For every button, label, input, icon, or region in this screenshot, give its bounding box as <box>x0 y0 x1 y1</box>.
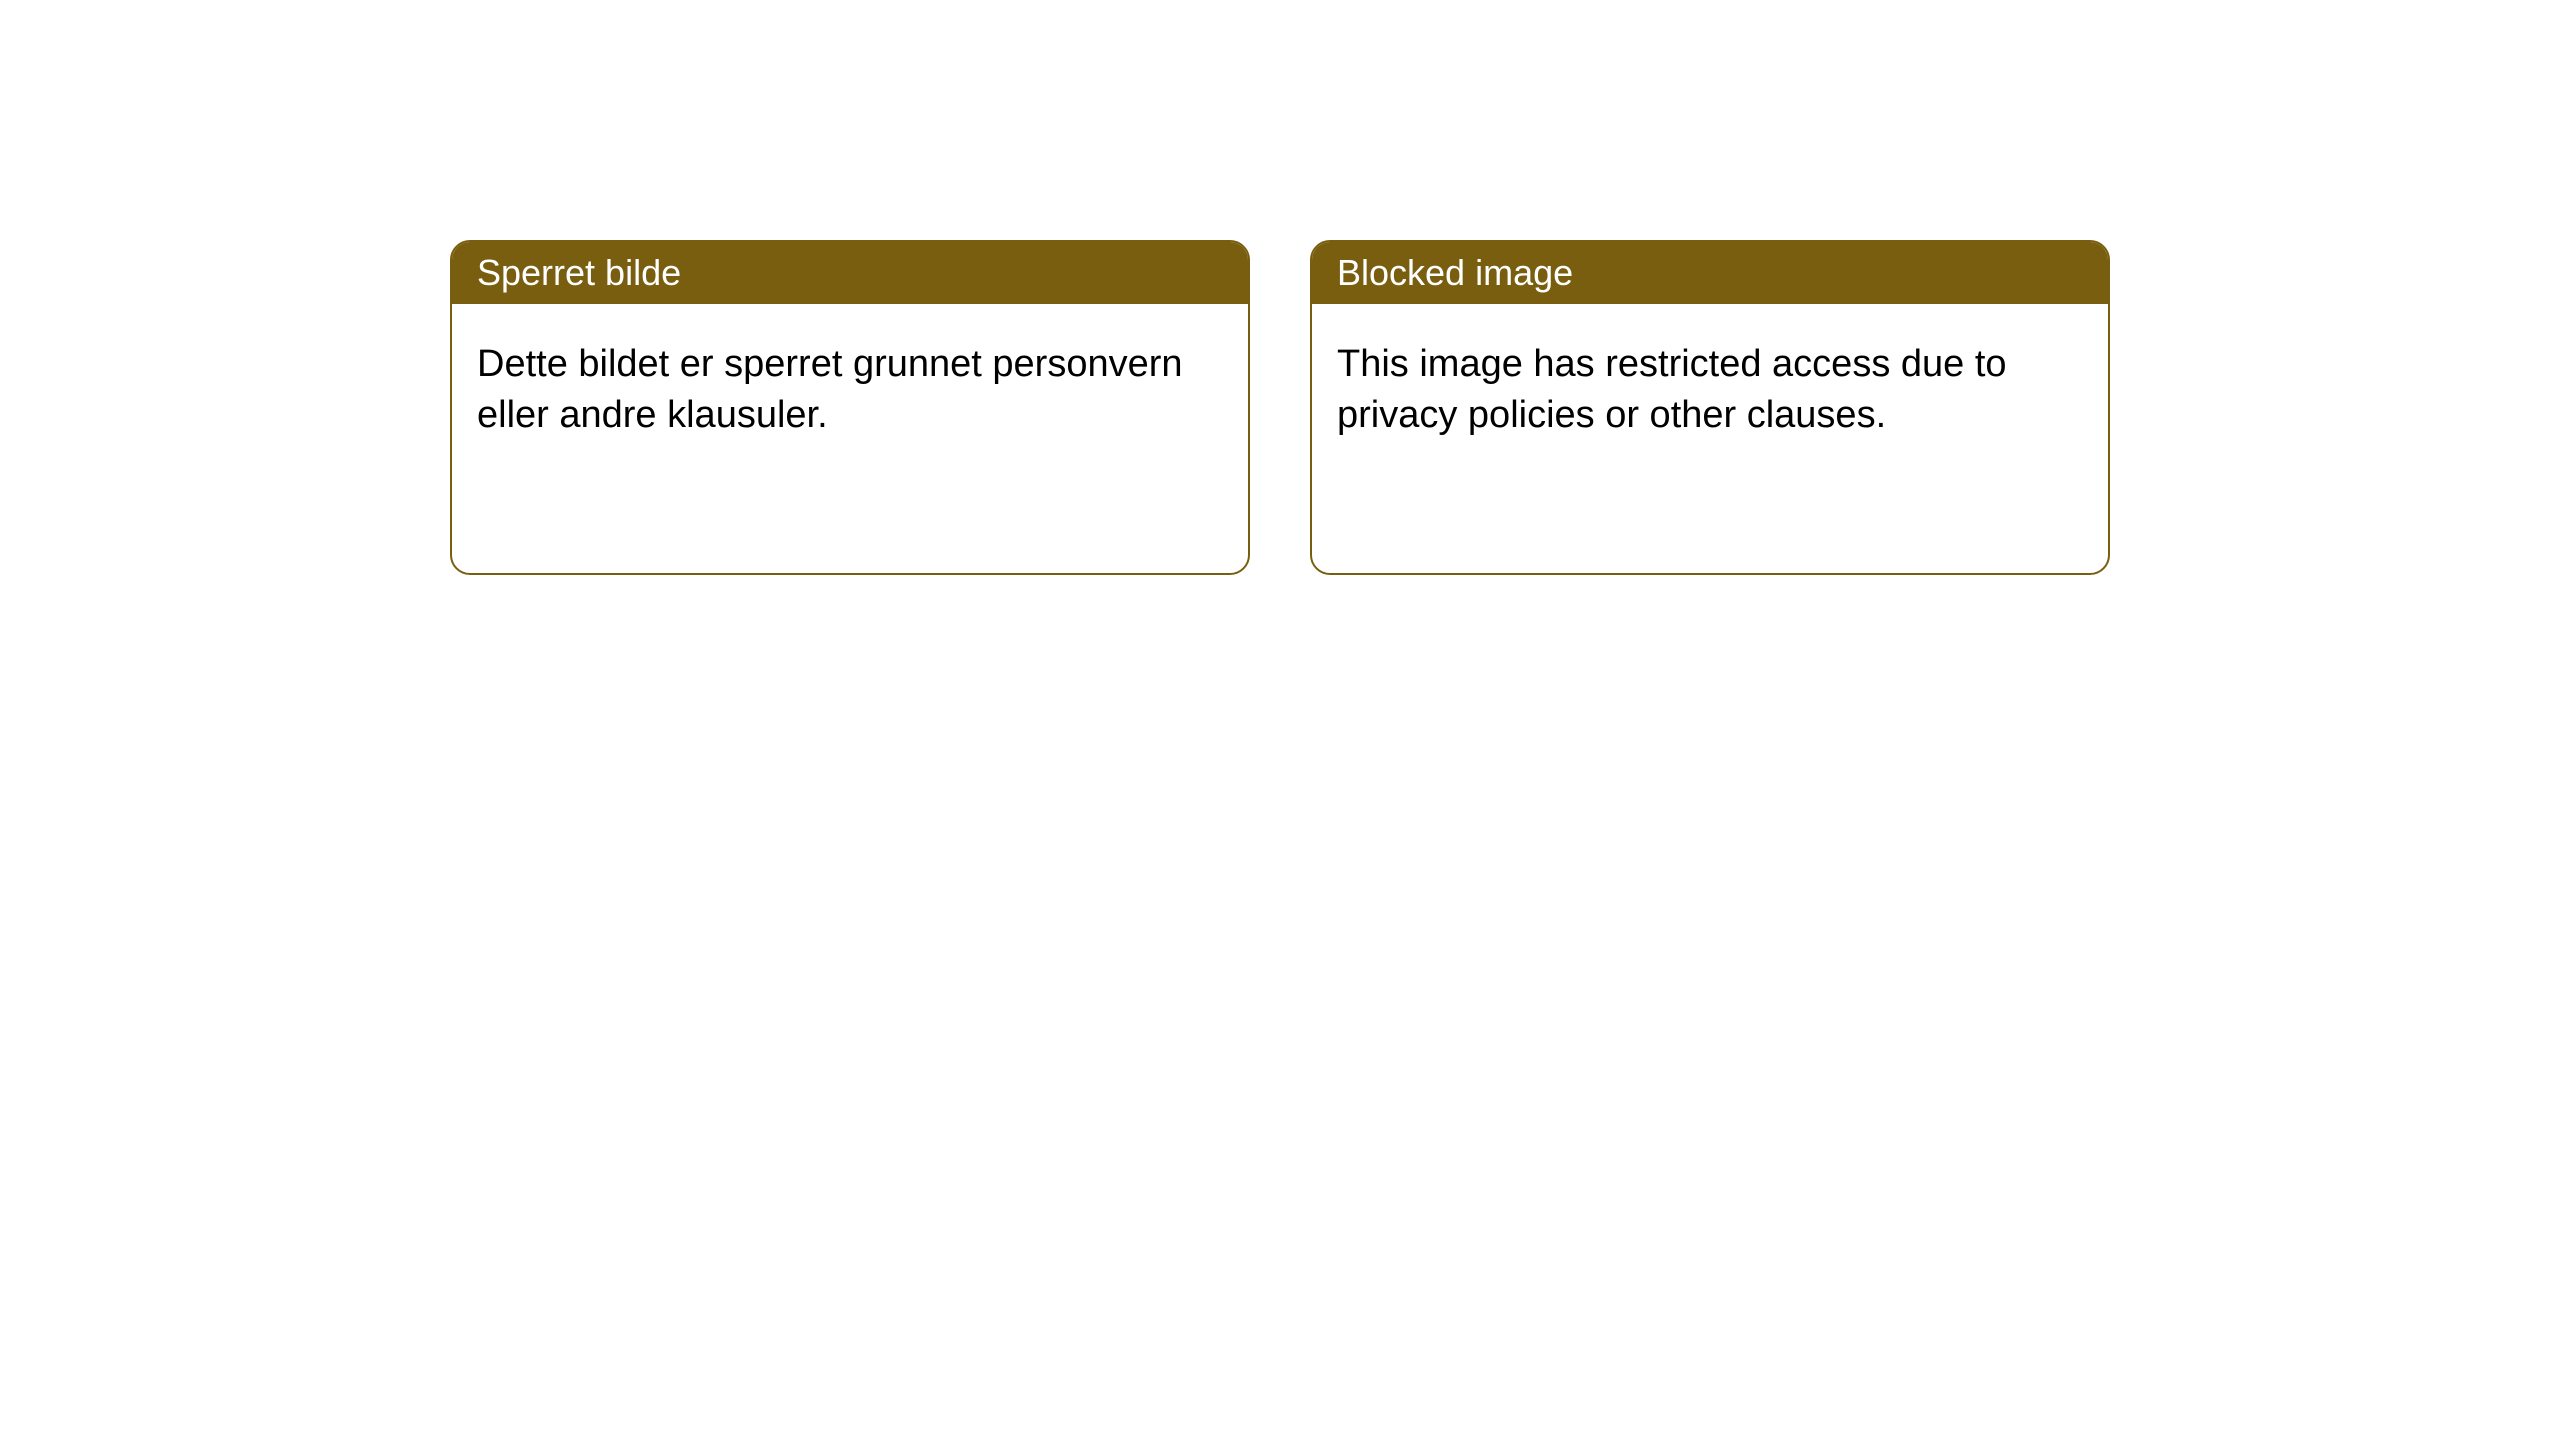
notice-title-english: Blocked image <box>1312 242 2108 304</box>
notice-body-english: This image has restricted access due to … <box>1312 304 2108 477</box>
notice-title-norwegian: Sperret bilde <box>452 242 1248 304</box>
notice-card-english: Blocked image This image has restricted … <box>1310 240 2110 575</box>
notice-container: Sperret bilde Dette bildet er sperret gr… <box>450 240 2110 575</box>
notice-body-norwegian: Dette bildet er sperret grunnet personve… <box>452 304 1248 477</box>
notice-card-norwegian: Sperret bilde Dette bildet er sperret gr… <box>450 240 1250 575</box>
